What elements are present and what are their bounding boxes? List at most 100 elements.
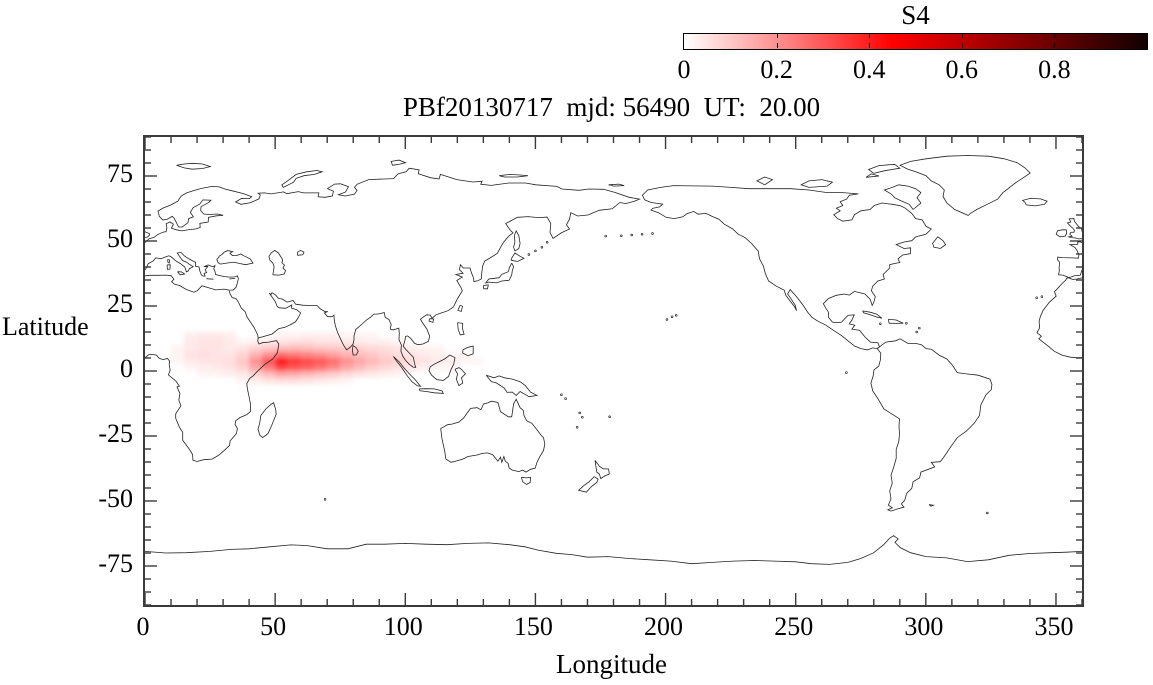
coastline-new-guinea xyxy=(485,374,539,398)
heatmap-cell xyxy=(197,364,211,371)
heatmap-cell xyxy=(340,371,354,378)
coastline-cyprus xyxy=(229,278,236,280)
coastline-svalbard xyxy=(176,162,212,170)
heatmap-cell xyxy=(249,358,263,365)
colorbar: S4 0 0.2 0.4 0.6 0.8 xyxy=(678,0,1148,90)
coastline-honshu xyxy=(484,262,515,284)
heatmap-cell xyxy=(288,351,302,358)
heatmap-cell xyxy=(340,358,354,365)
heatmap-cell xyxy=(457,351,471,358)
heatmap-cell xyxy=(327,377,341,384)
coastline-newfoundland xyxy=(932,236,947,249)
heatmap-cell xyxy=(210,345,224,352)
heatmap-cell xyxy=(236,371,250,378)
heatmap-cell xyxy=(223,338,237,345)
heatmap-cell xyxy=(262,351,276,358)
heatmap-cell xyxy=(366,332,380,339)
heatmap-cell xyxy=(353,332,367,339)
heatmap-cell xyxy=(327,332,341,339)
coastline-falkland-islands xyxy=(928,504,935,507)
y-tick-label: -50 xyxy=(98,484,133,513)
heatmap-cell xyxy=(171,345,184,352)
heatmap-cell xyxy=(171,358,184,365)
heatmap-cell xyxy=(366,351,380,358)
coastline-hispaniola xyxy=(888,318,904,324)
coastline-ireland xyxy=(1055,229,1068,238)
island-dot xyxy=(918,326,921,330)
coastline-sicily xyxy=(177,271,186,276)
heatmap-cell xyxy=(457,358,471,365)
heatmap-cell xyxy=(197,358,211,365)
heatmap-cell xyxy=(275,358,289,365)
island-dot xyxy=(578,411,581,415)
x-tick-label: 100 xyxy=(383,612,423,641)
heatmap-cell xyxy=(275,338,289,345)
island-dot xyxy=(581,416,584,419)
colorbar-tick xyxy=(1054,43,1056,48)
heatmap-cell xyxy=(249,377,263,384)
heatmap-cell xyxy=(223,358,237,365)
heatmap-cell xyxy=(288,371,302,378)
heatmap-cell xyxy=(431,351,445,358)
coastline-mindanao xyxy=(462,345,474,357)
coastline-severnaya-zemlya xyxy=(390,159,407,166)
x-tick-label: 300 xyxy=(904,612,944,641)
heatmap-cell xyxy=(236,377,250,384)
heatmap-cell xyxy=(236,338,250,345)
colorbar-tick xyxy=(869,43,871,48)
island-dot xyxy=(1035,296,1038,299)
coastline-luzon xyxy=(457,322,465,336)
island-dot xyxy=(560,393,563,396)
heatmap-cell xyxy=(288,358,302,365)
colorbar-title: S4 xyxy=(901,0,930,30)
island-dot xyxy=(674,314,678,317)
coastline-greenland xyxy=(899,155,1031,216)
heatmap-cell xyxy=(340,338,354,345)
colorbar-tick xyxy=(776,33,778,38)
island-dot xyxy=(905,321,908,325)
heatmap-cell xyxy=(184,364,197,371)
island-dot xyxy=(640,232,644,236)
heatmap-cell xyxy=(431,345,445,352)
colorbar-tick-label: 0.2 xyxy=(760,55,793,84)
heatmap-cell xyxy=(314,351,328,358)
heatmap-cell xyxy=(210,338,224,345)
x-tick-label: 0 xyxy=(136,612,150,641)
heatmap-cell xyxy=(327,351,341,358)
x-tick-label: 200 xyxy=(644,612,684,641)
island-dot xyxy=(620,234,623,238)
heatmap-cell xyxy=(405,345,419,352)
heatmap-cell xyxy=(197,371,211,378)
heatmap-cell xyxy=(353,358,367,365)
heatmap-cell xyxy=(275,377,289,384)
heatmap-cell xyxy=(236,345,250,352)
heatmap-cell xyxy=(418,358,432,365)
heatmap-cell xyxy=(262,377,276,384)
heatmap-cell xyxy=(301,338,315,345)
heatmap-cell xyxy=(470,358,484,365)
colorbar-tick-label: 0.6 xyxy=(945,55,979,84)
coastline-england-east xyxy=(145,231,150,238)
heatmap-cell xyxy=(418,351,432,358)
heatmap-cell xyxy=(418,364,432,371)
coastline-iceland xyxy=(1021,197,1048,207)
heatmap-cell xyxy=(353,371,367,378)
heatmap-cell xyxy=(210,358,224,365)
coastline-tasmania xyxy=(521,476,531,485)
heatmap-cell xyxy=(184,332,197,339)
heatmap-cell xyxy=(197,345,211,352)
coastline-sardinia xyxy=(166,264,171,270)
heatmap-cell xyxy=(262,371,276,378)
heatmap-cell xyxy=(184,338,197,345)
heatmap-cell xyxy=(431,358,445,365)
heatmap-cell xyxy=(418,345,432,352)
colorbar-tick-label: 0.4 xyxy=(852,55,886,84)
island-dot xyxy=(651,232,654,235)
heatmap-cell xyxy=(314,371,328,378)
heatmap-cell xyxy=(236,351,250,358)
coastline-antarctica xyxy=(145,535,1082,565)
heatmap-cell xyxy=(327,358,341,365)
colorbar-tick xyxy=(1054,33,1056,38)
coastline-black-sea xyxy=(216,250,254,266)
coastline-corsica xyxy=(167,259,171,264)
